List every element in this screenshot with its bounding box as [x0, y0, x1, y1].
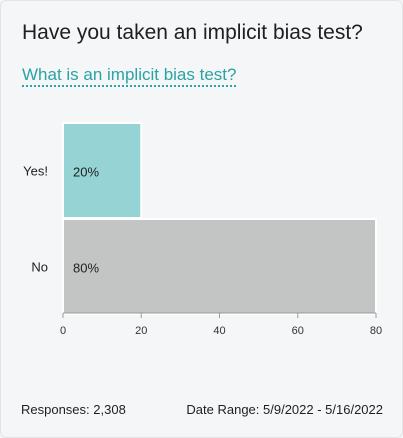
bar-no — [62, 218, 377, 315]
x-tick-label-20: 20 — [135, 325, 147, 337]
value-label-yes: 20% — [73, 165, 99, 180]
value-label-no: 80% — [73, 261, 99, 276]
implicit-bias-info-link[interactable]: What is an implicit bias test? — [22, 65, 237, 87]
results-bar-chart: Yes! 20% No 80% 0 20 40 60 80 — [23, 122, 382, 337]
category-label-yes: Yes! — [23, 164, 48, 179]
bar-yes — [62, 122, 143, 219]
date-range: Date Range: 5/9/2022 - 5/16/2022 — [186, 402, 383, 417]
x-tick-label-40: 40 — [213, 325, 225, 337]
x-tick-label-0: 0 — [60, 325, 66, 337]
category-label-no: No — [31, 260, 48, 275]
x-tick-label-60: 60 — [292, 325, 304, 337]
poll-question: Have you taken an implicit bias test? — [22, 21, 363, 44]
x-tick-label-80: 80 — [370, 325, 382, 337]
responses-count: Responses: 2,308 — [21, 402, 126, 417]
